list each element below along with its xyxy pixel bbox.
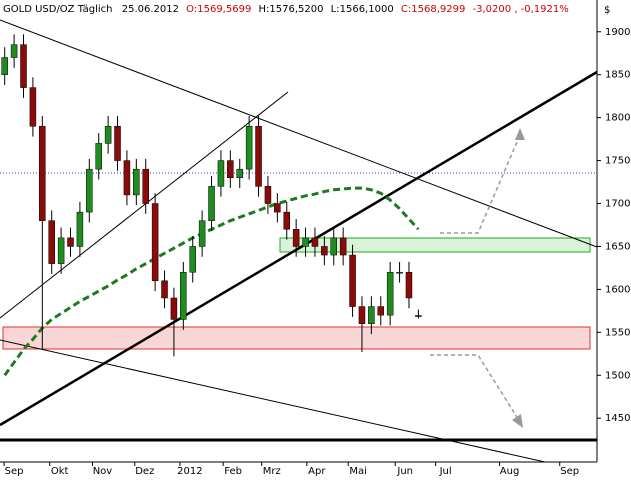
x-tick-label: Sep <box>560 466 579 477</box>
y-tick-label: 1550 <box>605 327 630 338</box>
candle-body <box>151 203 159 282</box>
candle-body <box>29 87 37 127</box>
candle-body <box>274 203 281 213</box>
x-tick-label: Aug <box>500 466 520 477</box>
candle-body <box>415 315 422 317</box>
symbol: GOLD USD/OZ Täglich <box>3 4 113 15</box>
projection-arrow <box>430 354 521 423</box>
candle-body <box>104 125 112 144</box>
open: O:1569,5699 <box>186 4 251 15</box>
candle-body <box>339 237 347 256</box>
candle-body <box>377 306 385 316</box>
header: GOLD USD/OZ Täglich 25.06.2012 O:1569,56… <box>3 4 569 15</box>
candle-body <box>180 271 187 320</box>
y-tick-label: 1850 <box>605 70 630 81</box>
candle-body <box>283 211 290 230</box>
trend-line <box>0 19 598 248</box>
candle-body <box>321 246 328 256</box>
candle-body <box>114 125 121 161</box>
candle-body <box>208 186 215 221</box>
trend-line <box>0 339 546 463</box>
candle-body <box>48 220 55 264</box>
x-tick-label: Dez <box>135 466 154 477</box>
support-zone <box>2 326 591 350</box>
x-tick-label: Nov <box>93 466 113 477</box>
x-tick-label: Jul <box>439 466 452 477</box>
x-tick-label: Mrz <box>263 466 281 477</box>
candle-body <box>189 246 196 273</box>
candle-body <box>368 306 375 324</box>
arrow-head <box>515 128 525 140</box>
y-tick-label: 1750 <box>605 156 630 167</box>
candle-body <box>39 125 46 221</box>
candle-body <box>86 168 93 213</box>
candle-body <box>123 160 131 196</box>
candle-body <box>358 306 366 324</box>
candle-body <box>349 254 356 307</box>
candle-body <box>20 44 27 88</box>
candle-body <box>264 186 272 204</box>
candle-body <box>133 168 140 196</box>
trend-line <box>0 70 598 427</box>
x-tick-label: 2012 <box>177 466 202 477</box>
y-tick-label: 1700 <box>605 199 630 210</box>
change: -3,0200 <box>473 4 512 15</box>
x-tick-label: Apr <box>308 466 326 477</box>
candle-body <box>217 160 225 187</box>
candle-body <box>405 271 413 299</box>
projection-arrow <box>440 134 521 234</box>
candle-body <box>95 143 102 170</box>
drawings <box>0 0 598 463</box>
currency-label: $ <box>604 5 610 16</box>
x-tick-label: Sep <box>5 466 24 477</box>
candle-body <box>227 160 234 179</box>
candle-body <box>396 271 403 274</box>
x-tick-label: Feb <box>224 466 242 477</box>
candle-body <box>255 125 262 187</box>
x-tick-label: Jun <box>396 466 413 477</box>
change-pct: -0,1921% <box>521 4 569 15</box>
candle-body <box>76 211 84 247</box>
low: L:1566,1000 <box>331 4 394 15</box>
candle-body <box>330 237 338 256</box>
candle-body <box>10 44 18 58</box>
close: C:1568,9299 <box>401 4 465 15</box>
date: 25.06.2012 <box>122 4 179 15</box>
y-tick-label: 1500 <box>605 370 630 381</box>
y-tick-label: 1900 <box>605 27 630 38</box>
candle-body <box>386 271 394 316</box>
high: H:1576,5200 <box>259 4 324 15</box>
sep: , <box>514 4 520 15</box>
resistance-zone <box>279 237 591 253</box>
y-tick-label: 1450 <box>605 413 630 424</box>
candle-body <box>67 237 74 247</box>
trend-line <box>0 91 289 319</box>
arrow-head <box>512 414 523 428</box>
y-tick-label: 1650 <box>605 241 630 252</box>
y-tick-label: 1600 <box>605 284 630 295</box>
candle-body <box>302 237 309 247</box>
candle-body <box>292 229 300 247</box>
candle-body <box>161 280 168 299</box>
candle-body <box>198 220 206 247</box>
candle-body <box>170 297 178 320</box>
x-tick-label: Okt <box>51 466 69 477</box>
candle-body <box>311 237 319 247</box>
candle-body <box>236 168 243 179</box>
candle-body <box>245 125 253 170</box>
candle-body <box>57 237 65 264</box>
candle-body <box>142 168 149 204</box>
x-tick-label: Mai <box>349 466 367 477</box>
candle-body <box>1 57 8 75</box>
y-tick-label: 1800 <box>605 113 630 124</box>
